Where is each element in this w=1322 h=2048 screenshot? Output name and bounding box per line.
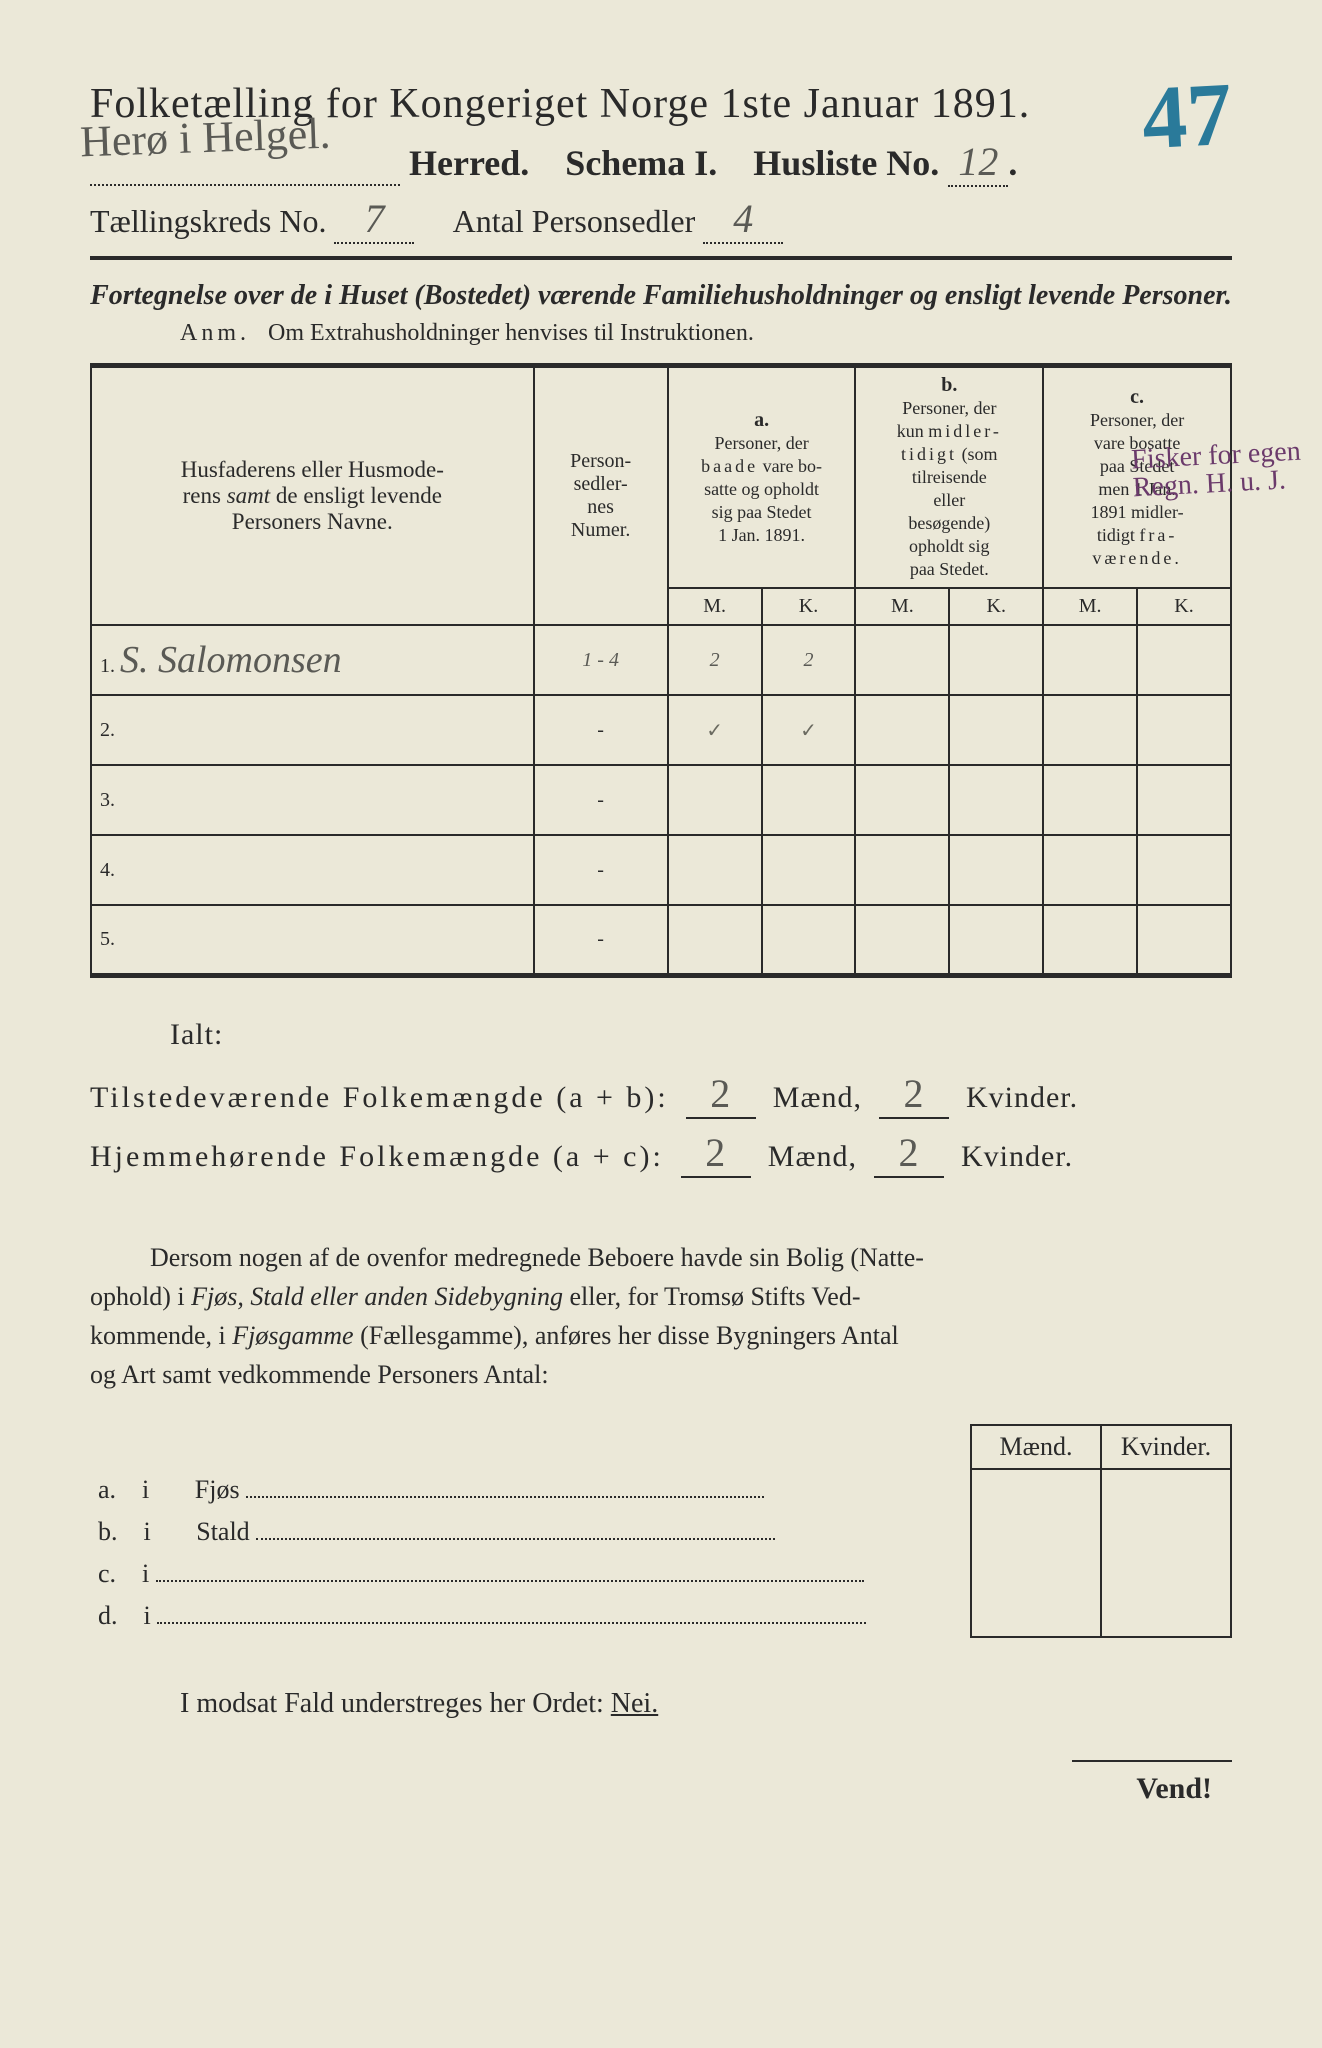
husliste-label: Husliste No. [753, 143, 939, 183]
fjoes-maend [971, 1469, 1101, 1511]
col-header-a: a. Personer, derbaade vare bo-satte og o… [668, 366, 856, 589]
stald-kvinder [1101, 1511, 1231, 1553]
hjemme-maend: 2 [681, 1129, 751, 1178]
fjoes-kvinder [1101, 1469, 1231, 1511]
numer-cell: - [534, 765, 668, 835]
c-m-cell [1043, 835, 1137, 905]
anm-label: Anm. [180, 320, 250, 346]
header-divider [90, 256, 1232, 260]
sidebuilding-block: Mænd. Kvinder. a. i Fjøs b. i [90, 1424, 1232, 1638]
census-form-page: 47 Herø i Helgel. Folketælling for Konge… [0, 0, 1322, 2048]
sidebuild-row: b. i Stald [90, 1511, 1231, 1553]
household-table: Husfaderens eller Husmode-rens samt de e… [90, 363, 1232, 978]
a-m-cell [668, 835, 762, 905]
col-b-m: M. [855, 588, 949, 625]
a-k-cell: ✓ [762, 695, 856, 765]
corner-page-number: 47 [1139, 63, 1234, 171]
c-m-cell [1043, 695, 1137, 765]
a-k-cell [762, 835, 856, 905]
sidebuild-row: c. i [90, 1553, 1231, 1595]
tellingskreds-number: 7 [334, 195, 414, 244]
numer-cell: 1 - 4 [534, 625, 668, 695]
numer-cell: - [534, 695, 668, 765]
herred-handwritten: Herø i Helgel. [79, 108, 331, 168]
schema-label: Schema I. [565, 143, 717, 183]
row-d-maend [971, 1595, 1101, 1637]
numer-cell: - [534, 905, 668, 975]
b-m-cell [855, 765, 949, 835]
b-k-cell [949, 835, 1043, 905]
nei-line: I modsat Fald understreges her Ordet: Ne… [180, 1688, 1232, 1720]
a-k-cell [762, 765, 856, 835]
a-m-cell [668, 765, 762, 835]
totals-block: Ialt: Tilstedeværende Folkemængde (a + b… [90, 1018, 1232, 1178]
tilstede-line: Tilstedeværende Folkemængde (a + b): 2 M… [90, 1070, 1232, 1119]
a-k-cell [762, 905, 856, 975]
c-m-cell [1043, 905, 1137, 975]
c-k-cell [1137, 765, 1231, 835]
anm-text: Om Extrahusholdninger henvises til Instr… [268, 320, 754, 346]
ialt-label: Ialt: [170, 1018, 1232, 1052]
c-k-cell [1137, 695, 1231, 765]
b-k-cell [949, 695, 1043, 765]
vend-instruction: Vend! [1072, 1760, 1232, 1806]
a-k-cell: 2 [762, 625, 856, 695]
row-c-maend [971, 1553, 1101, 1595]
b-k-cell [949, 625, 1043, 695]
col-b-k: K. [949, 588, 1043, 625]
table-row: 1. S. Salomonsen 1 - 4 2 2 [91, 625, 1231, 695]
c-k-cell [1137, 905, 1231, 975]
b-k-cell [949, 905, 1043, 975]
sidebuild-kvinder-header: Kvinder. [1101, 1425, 1231, 1469]
a-m-cell: ✓ [668, 695, 762, 765]
header-line-3: Tællingskreds No. 7 Antal Personsedler 4 [90, 195, 1232, 244]
col-header-b: b. Personer, derkun midler-tidigt (somti… [855, 366, 1043, 589]
tilstede-maend: 2 [686, 1070, 756, 1119]
hjemme-kvinder: 2 [874, 1129, 944, 1178]
b-k-cell [949, 765, 1043, 835]
b-m-cell [855, 625, 949, 695]
lower-text-block: Dersom nogen af de ovenfor medregnede Be… [90, 1238, 1232, 1394]
nei-word: Nei. [611, 1688, 658, 1719]
herred-label: Herred. [409, 143, 529, 183]
sidebuild-maend-header: Mænd. [971, 1425, 1101, 1469]
tellingskreds-label: Tællingskreds No. [90, 203, 326, 239]
annotation-line: Anm. Om Extrahusholdninger henvises til … [180, 320, 1232, 347]
col-a-m: M. [668, 588, 762, 625]
sidebuild-row: a. i Fjøs [90, 1469, 1231, 1511]
col-c-m: M. [1043, 588, 1137, 625]
stald-maend [971, 1511, 1101, 1553]
col-header-numer: Person-sedler-nesNumer. [534, 366, 668, 626]
c-m-cell [1043, 765, 1137, 835]
hjemme-line: Hjemmehørende Folkemængde (a + c): 2 Mæn… [90, 1129, 1232, 1178]
margin-handwritten-note: Fisker for egen Regn. H. u. J. [1131, 438, 1304, 503]
c-k-cell [1137, 835, 1231, 905]
row-c-kvinder [1101, 1553, 1231, 1595]
c-k-cell [1137, 625, 1231, 695]
antal-number: 4 [703, 195, 783, 244]
col-a-k: K. [762, 588, 856, 625]
tilstede-kvinder: 2 [879, 1070, 949, 1119]
b-m-cell [855, 905, 949, 975]
sidebuild-row: d. i [90, 1595, 1231, 1637]
table-row: 4. - [91, 835, 1231, 905]
antal-label: Antal Personsedler [453, 203, 696, 239]
b-m-cell [855, 835, 949, 905]
row-d-kvinder [1101, 1595, 1231, 1637]
c-m-cell [1043, 625, 1137, 695]
a-m-cell: 2 [668, 625, 762, 695]
form-description: Fortegnelse over de i Huset (Bostedet) v… [90, 280, 1232, 312]
a-m-cell [668, 905, 762, 975]
name-cell: S. Salomonsen [120, 639, 342, 681]
table-row: 2. - ✓ ✓ [91, 695, 1231, 765]
table-row: 5. - [91, 905, 1231, 975]
col-c-k: K. [1137, 588, 1231, 625]
table-row: 3. - [91, 765, 1231, 835]
col-header-names: Husfaderens eller Husmode-rens samt de e… [91, 366, 534, 626]
husliste-number: 12 [948, 138, 1008, 187]
numer-cell: - [534, 835, 668, 905]
b-m-cell [855, 695, 949, 765]
